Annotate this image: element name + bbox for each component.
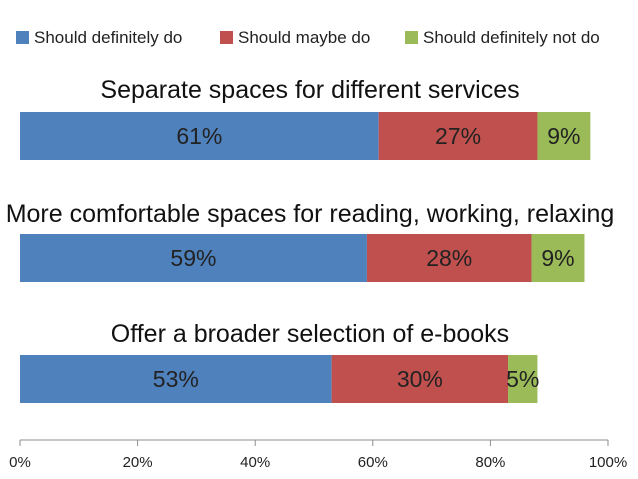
- category-label-2: More comfortable spaces for reading, wor…: [6, 200, 615, 228]
- bar-1-series-3: [537, 112, 591, 160]
- legend-label-3: Should definitely not do: [423, 28, 600, 47]
- x-tick-label-1: 0%: [9, 454, 31, 471]
- legend-label-2: Should maybe do: [238, 28, 370, 47]
- bar-3-series-3: [508, 355, 538, 403]
- legend-swatch-3: [405, 31, 418, 44]
- data-label-3-1: 53%: [153, 366, 199, 392]
- legend: Should definitely do Should maybe do Shoul…: [16, 28, 600, 47]
- category-label-1: Separate spaces for different services: [100, 76, 519, 104]
- bar-3-series-1: [20, 355, 332, 403]
- bar-2-series-2: [366, 234, 532, 282]
- x-tick-label-4: 60%: [358, 454, 388, 471]
- legend-swatch-1: [16, 31, 29, 44]
- bar-2-series-3: [531, 234, 585, 282]
- x-axis: 0% 20% 40% 60% 80% 100%: [9, 439, 627, 471]
- category-label-3: Offer a broader selection of e-books: [111, 320, 509, 348]
- legend-swatch-2: [220, 31, 233, 44]
- data-label-1-2: 27%: [435, 123, 481, 149]
- bars: 61% 27% 9% 59% 28% 9% 53% 30% 5%: [20, 112, 591, 403]
- x-tick-label-3: 40%: [240, 454, 270, 471]
- data-label-1-3: 9%: [547, 123, 580, 149]
- data-label-2-2: 28%: [426, 245, 472, 271]
- bar-1-series-2: [378, 112, 538, 160]
- x-tick-label-6: 100%: [589, 454, 627, 471]
- bar-2-series-1: [20, 234, 367, 282]
- bar-3-series-2: [331, 355, 509, 403]
- data-label-2-1: 59%: [170, 245, 216, 271]
- legend-label-1: Should definitely do: [34, 28, 182, 47]
- bar-1-series-1: [20, 112, 379, 160]
- data-label-3-3: 5%: [506, 366, 539, 392]
- data-label-2-3: 9%: [541, 245, 574, 271]
- x-tick-label-5: 80%: [475, 454, 505, 471]
- x-tick-label-2: 20%: [123, 454, 153, 471]
- data-label-1-1: 61%: [176, 123, 222, 149]
- data-label-3-2: 30%: [397, 366, 443, 392]
- category-labels: Separate spaces for different services Mo…: [6, 76, 615, 348]
